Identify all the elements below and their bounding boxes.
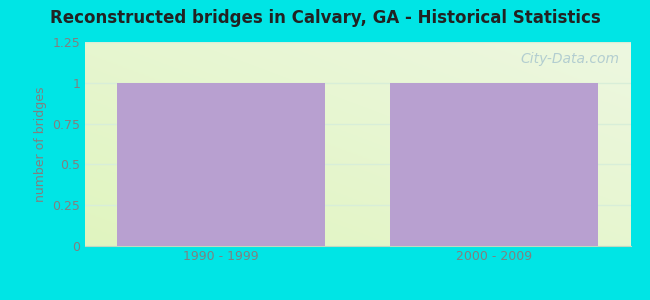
Bar (117, 83, 325, 246)
Bar (390, 83, 598, 246)
Text: City-Data.com: City-Data.com (521, 52, 619, 66)
Text: Reconstructed bridges in Calvary, GA - Historical Statistics: Reconstructed bridges in Calvary, GA - H… (49, 9, 601, 27)
Y-axis label: number of bridges: number of bridges (34, 86, 47, 202)
